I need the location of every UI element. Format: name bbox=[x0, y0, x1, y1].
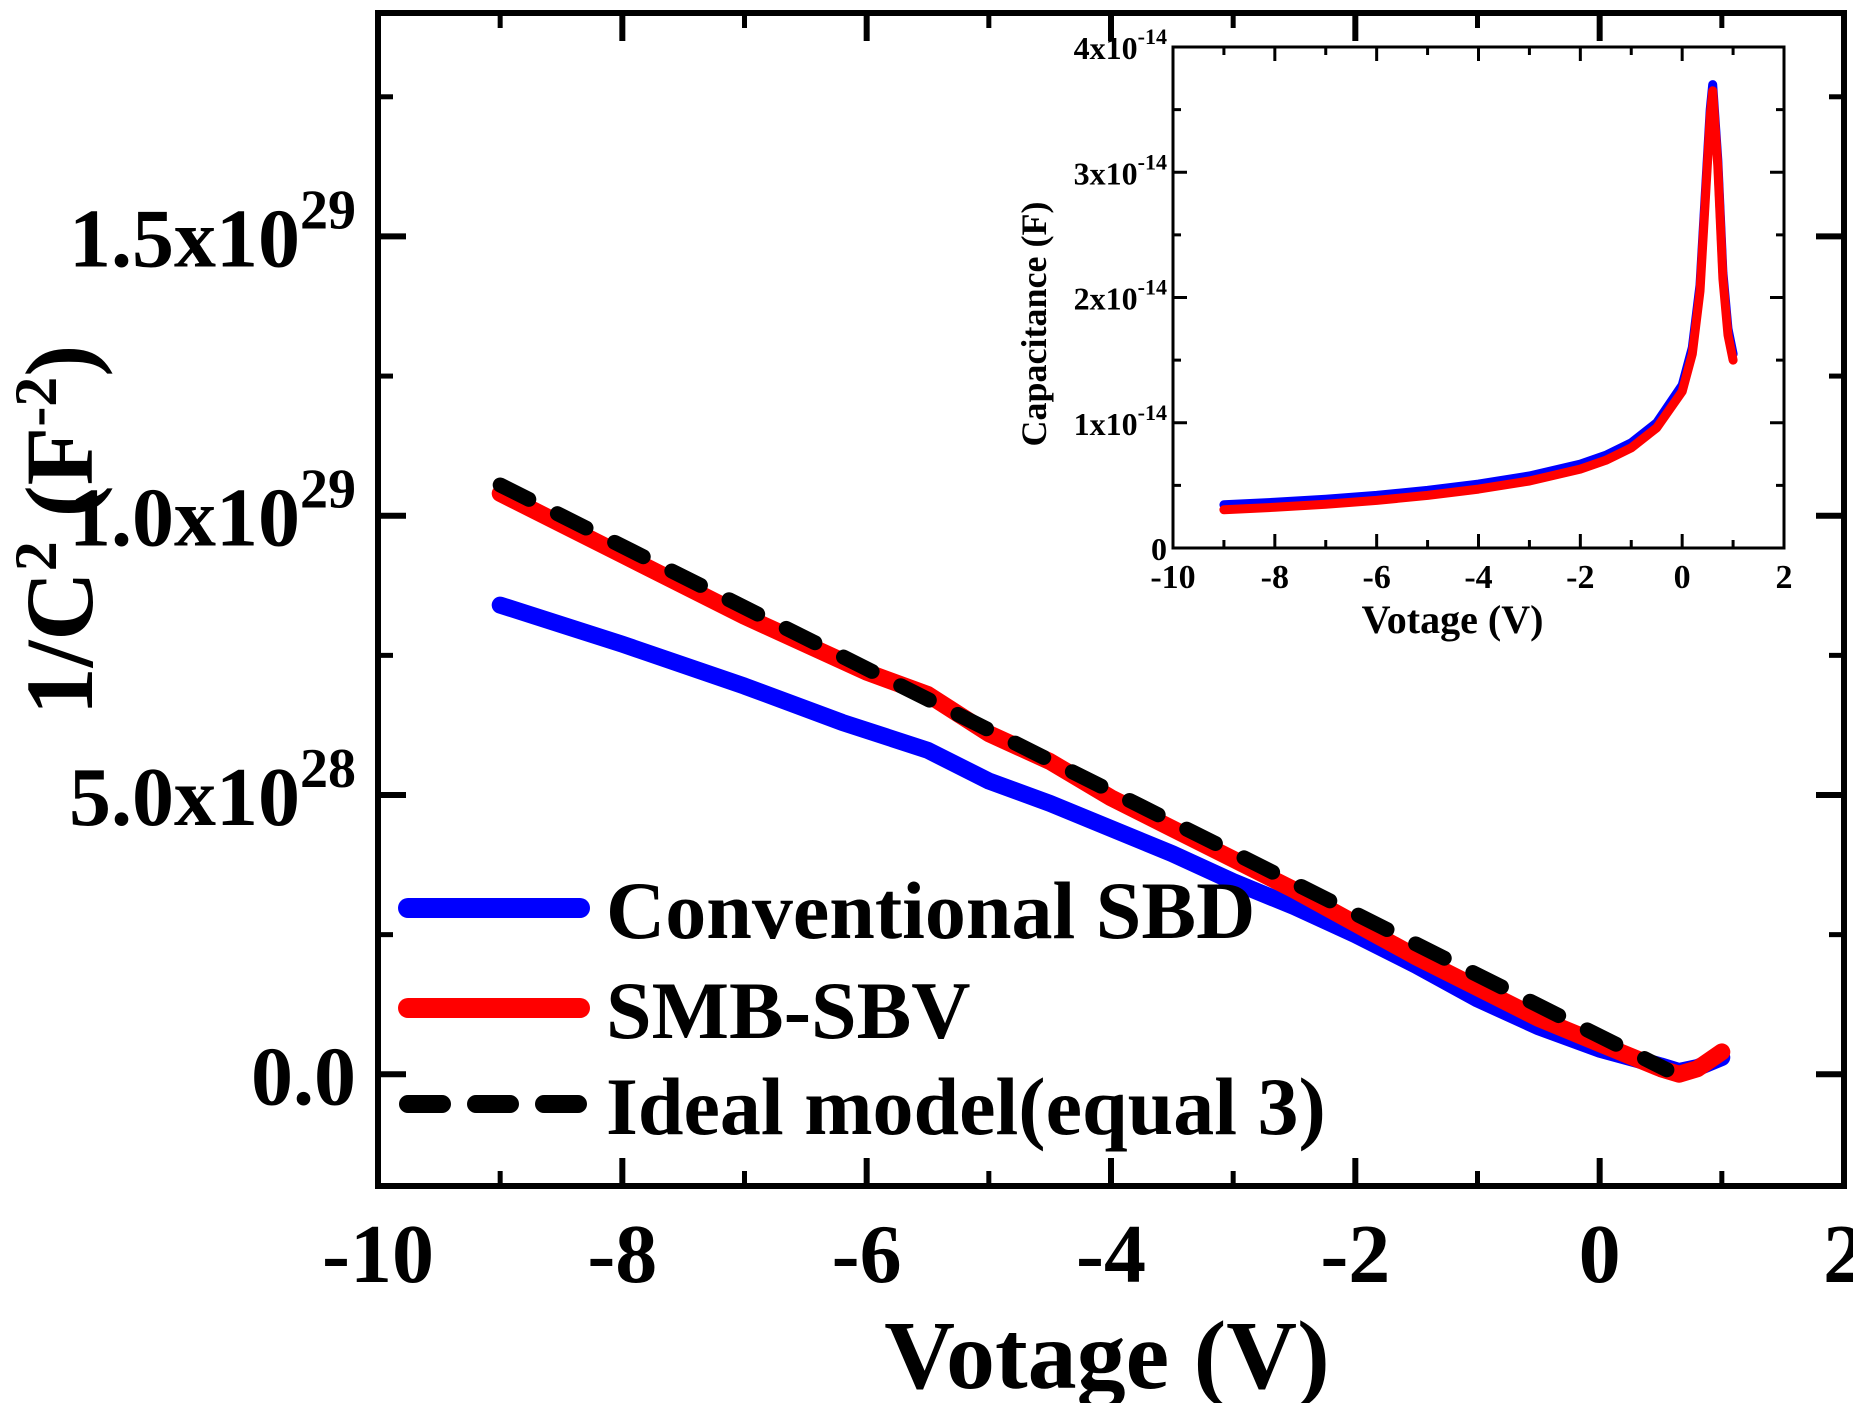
inset-y-mantissa: 4x10 bbox=[1074, 30, 1138, 66]
legend-label: SMB-SBV bbox=[606, 965, 971, 1056]
inset-y-exponent: -14 bbox=[1138, 149, 1167, 174]
y-title-part: (F bbox=[6, 427, 113, 542]
inset-x-axis-title: Votage (V) bbox=[1362, 597, 1544, 642]
x-tick-label: -8 bbox=[587, 1208, 657, 1301]
inset-y-mantissa: 0 bbox=[1151, 531, 1167, 567]
inset-x-tick-label: -4 bbox=[1464, 559, 1492, 596]
y-tick-mantissa: 0.0 bbox=[251, 1030, 356, 1123]
inset-y-mantissa: 3x10 bbox=[1074, 155, 1138, 191]
inset-y-tick-label: 3x10-14 bbox=[1074, 149, 1167, 191]
inset-x-tick-label: 2 bbox=[1776, 559, 1793, 596]
y-title-part: ) bbox=[6, 345, 113, 377]
series-line-ideal-model-equal-3- bbox=[492, 477, 1675, 1078]
inset-y-tick-label: 1x10-14 bbox=[1074, 400, 1167, 442]
inset-y-mantissa: 1x10 bbox=[1074, 406, 1138, 442]
y-tick-mantissa: 5.0x10 bbox=[69, 751, 300, 844]
inset-y-exponent: -14 bbox=[1138, 275, 1167, 300]
inset-y-exponent: -14 bbox=[1138, 24, 1167, 49]
inset-plot: -10 -8 -6 -4 -2 0 201x10-142x10-143x10-144x10-… bbox=[1014, 24, 1793, 642]
legend-label: Conventional SBD bbox=[606, 865, 1255, 956]
inset-x-tick-label: 0 bbox=[1674, 559, 1691, 596]
inset-y-tick-label: 2x10-14 bbox=[1074, 275, 1167, 317]
y-tick-label: 1.5x1029 bbox=[69, 179, 356, 285]
inset-x-tick-label: -8 bbox=[1261, 559, 1289, 596]
y-title-part: 1/C bbox=[6, 571, 113, 715]
x-axis-title: Votage (V) bbox=[884, 1302, 1329, 1403]
y-tick-exponent: 29 bbox=[300, 179, 356, 241]
inset-y-axis-title: Capacitance (F) bbox=[1014, 202, 1054, 447]
x-tick-label: -4 bbox=[1076, 1208, 1146, 1301]
y-tick-exponent: 29 bbox=[300, 459, 356, 521]
y-tick-mantissa: 1.0x10 bbox=[69, 472, 300, 565]
x-tick-label: 2 bbox=[1823, 1208, 1853, 1301]
main-plot: -10 -8 -6 -4 -2 0 20.05.0x10281.0x10291.5x1029… bbox=[3, 10, 1853, 1403]
y-tick-label: 1.0x1029 bbox=[69, 459, 356, 565]
y-tick-label: 0.0 bbox=[251, 1030, 356, 1123]
inset-y-tick-label: 4x10-14 bbox=[1074, 24, 1167, 66]
x-tick-label: -6 bbox=[832, 1208, 902, 1301]
y-tick-mantissa: 1.5x10 bbox=[69, 192, 300, 285]
y-tick-exponent: 28 bbox=[300, 738, 356, 800]
inset-y-mantissa: 2x10 bbox=[1074, 281, 1138, 317]
legend-label: Ideal model(equal 3) bbox=[606, 1061, 1326, 1152]
inset-x-tick-label: -6 bbox=[1363, 559, 1391, 596]
inset-frame bbox=[1171, 45, 1786, 550]
y-axis-title: 1/C2 (F-2) bbox=[3, 345, 113, 716]
y-title-sup: -2 bbox=[3, 377, 69, 427]
inset-x-tick-label: -2 bbox=[1566, 559, 1594, 596]
inset-y-tick-label: 0 bbox=[1151, 531, 1167, 567]
inset-series-line-red bbox=[1219, 86, 1738, 515]
y-tick-label: 5.0x1028 bbox=[69, 738, 356, 844]
y-title-sup: 2 bbox=[3, 541, 69, 571]
inset-x-tick-label: -10 bbox=[1150, 559, 1195, 596]
x-tick-label: -2 bbox=[1320, 1208, 1390, 1301]
inset-y-exponent: -14 bbox=[1138, 400, 1167, 425]
x-tick-label: 0 bbox=[1579, 1208, 1621, 1301]
x-tick-label: -10 bbox=[322, 1208, 434, 1301]
